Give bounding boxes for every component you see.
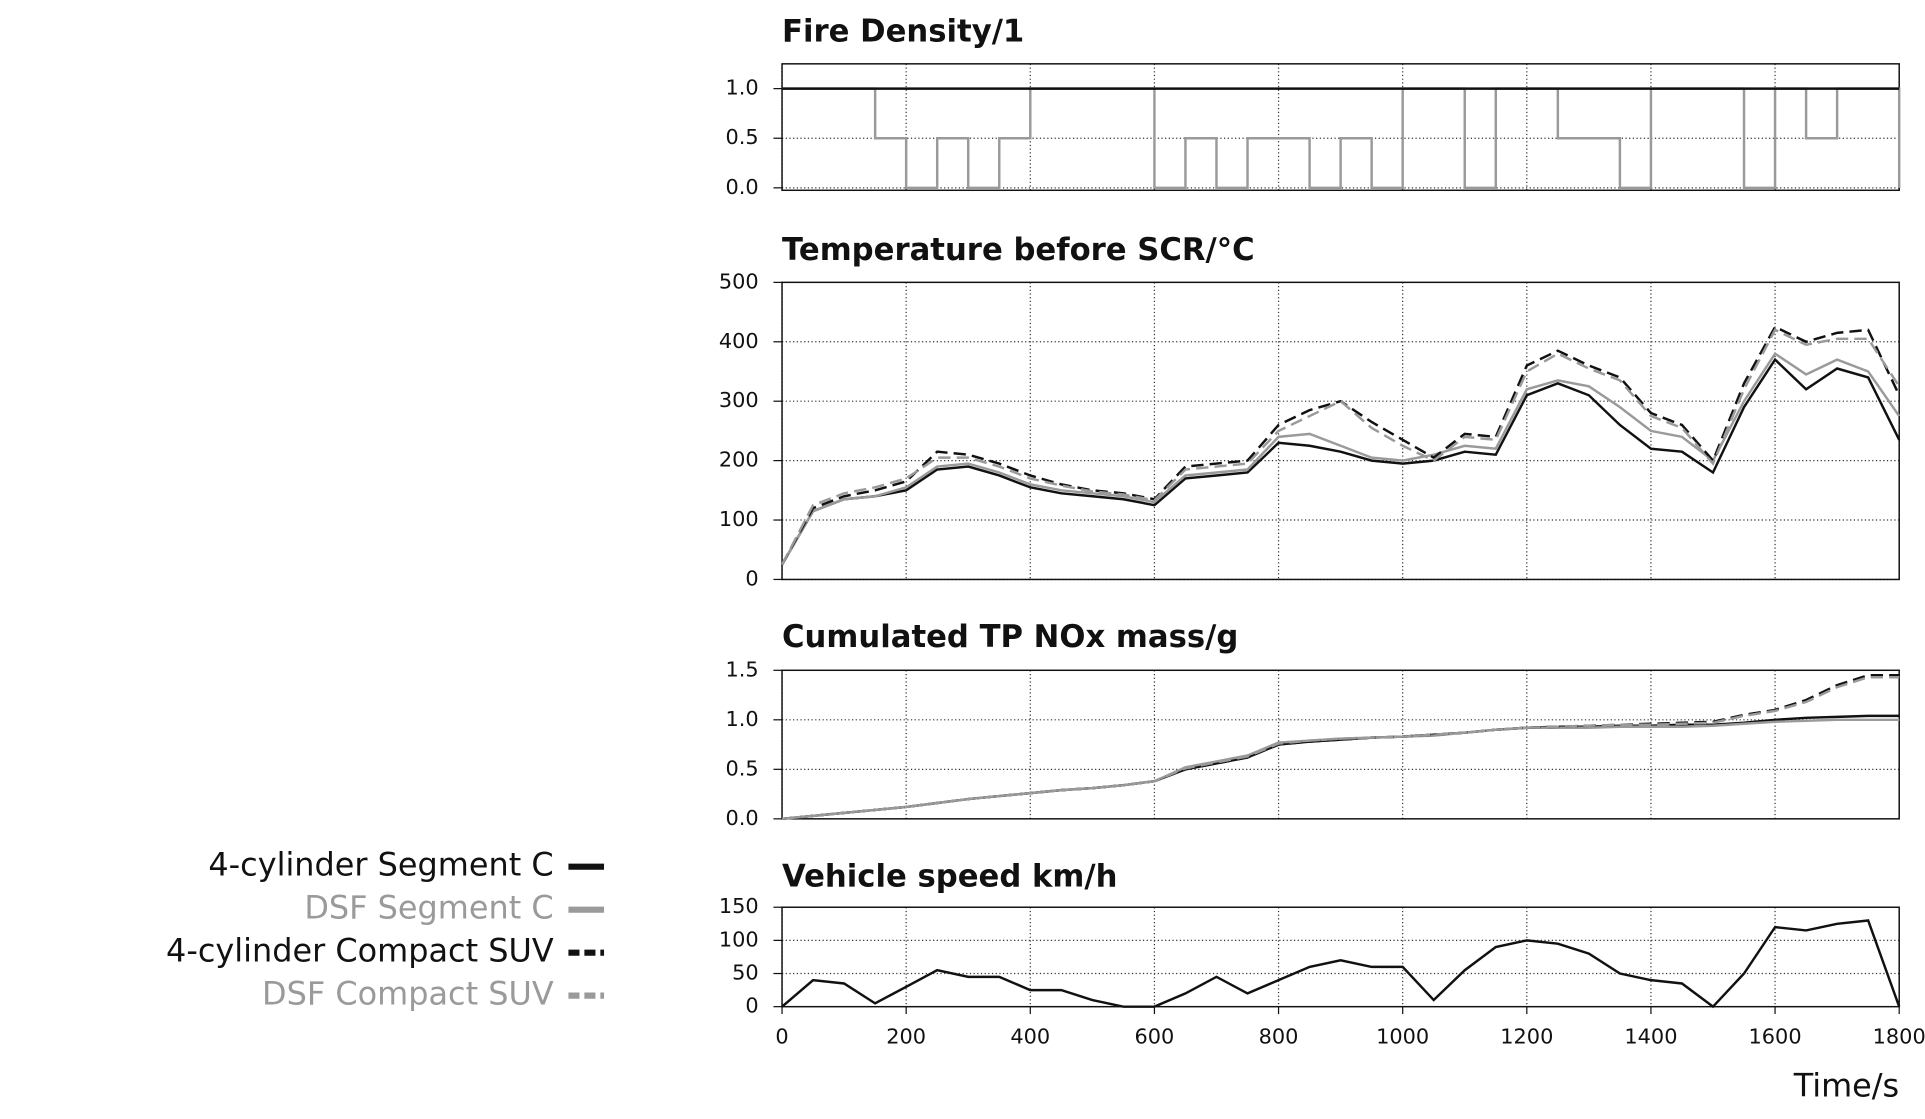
y-tick-label: 200 [719, 448, 759, 472]
series-line [782, 87, 1901, 190]
legend-label: 4-cylinder Segment C [208, 846, 553, 884]
y-tick-label: 0 [745, 566, 758, 590]
plot-frame [781, 906, 1900, 1008]
x-tick-label: 1400 [1624, 1024, 1677, 1048]
x-tick-label: 600 [1135, 1024, 1175, 1048]
legend-label: 4-cylinder Compact SUV [166, 932, 554, 970]
series-line [780, 357, 1901, 566]
y-tick-label: 0 [745, 994, 758, 1018]
x-tick-label: 1800 [1873, 1024, 1925, 1048]
y-tick-label: 100 [719, 507, 759, 531]
x-tick-label: 800 [1259, 1024, 1299, 1048]
y-tick-label: 50 [732, 961, 759, 985]
plot-frame [781, 669, 1900, 820]
x-tick-label: 1200 [1500, 1024, 1553, 1048]
y-tick-label: 0.5 [726, 756, 759, 780]
y-tick-label: 1.0 [726, 76, 759, 100]
plot-frame [781, 281, 1900, 581]
series-line [781, 714, 1900, 821]
y-tick-label: 0.0 [726, 175, 759, 199]
y-tick-label: 0.5 [726, 125, 759, 149]
series-line [780, 351, 1901, 566]
y-tick-label: 1.5 [726, 657, 759, 681]
x-tick-label: 1600 [1749, 1024, 1802, 1048]
panel-title: Vehicle speed km/h [782, 859, 1117, 894]
panel-title: Cumulated TP NOx mass/g [782, 620, 1238, 655]
x-tick-label: 200 [886, 1024, 926, 1048]
x-tick-label: 1000 [1376, 1024, 1429, 1048]
x-tick-label: 0 [775, 1024, 788, 1048]
y-tick-label: 150 [719, 894, 759, 918]
y-tick-label: 500 [719, 269, 759, 293]
series-line [780, 328, 1901, 566]
y-tick-label: 400 [719, 329, 759, 353]
series-line [781, 674, 1900, 821]
x-axis-label: Time/s [1793, 1067, 1899, 1105]
panel-title: Fire Density/1 [782, 15, 1024, 50]
series-line [781, 919, 1901, 1009]
legend-label: DSF Compact SUV [262, 975, 554, 1013]
series-line [781, 718, 1900, 821]
panel-title: Temperature before SCR/°C [782, 233, 1255, 268]
x-tick-label: 400 [1010, 1024, 1050, 1048]
y-tick-label: 1.0 [726, 707, 759, 731]
y-tick-label: 300 [719, 388, 759, 412]
series-line [781, 675, 1900, 821]
legend-label: DSF Segment C [304, 889, 553, 927]
y-tick-label: 0.0 [726, 806, 759, 830]
y-tick-label: 100 [719, 927, 759, 951]
series-line [780, 325, 1901, 566]
